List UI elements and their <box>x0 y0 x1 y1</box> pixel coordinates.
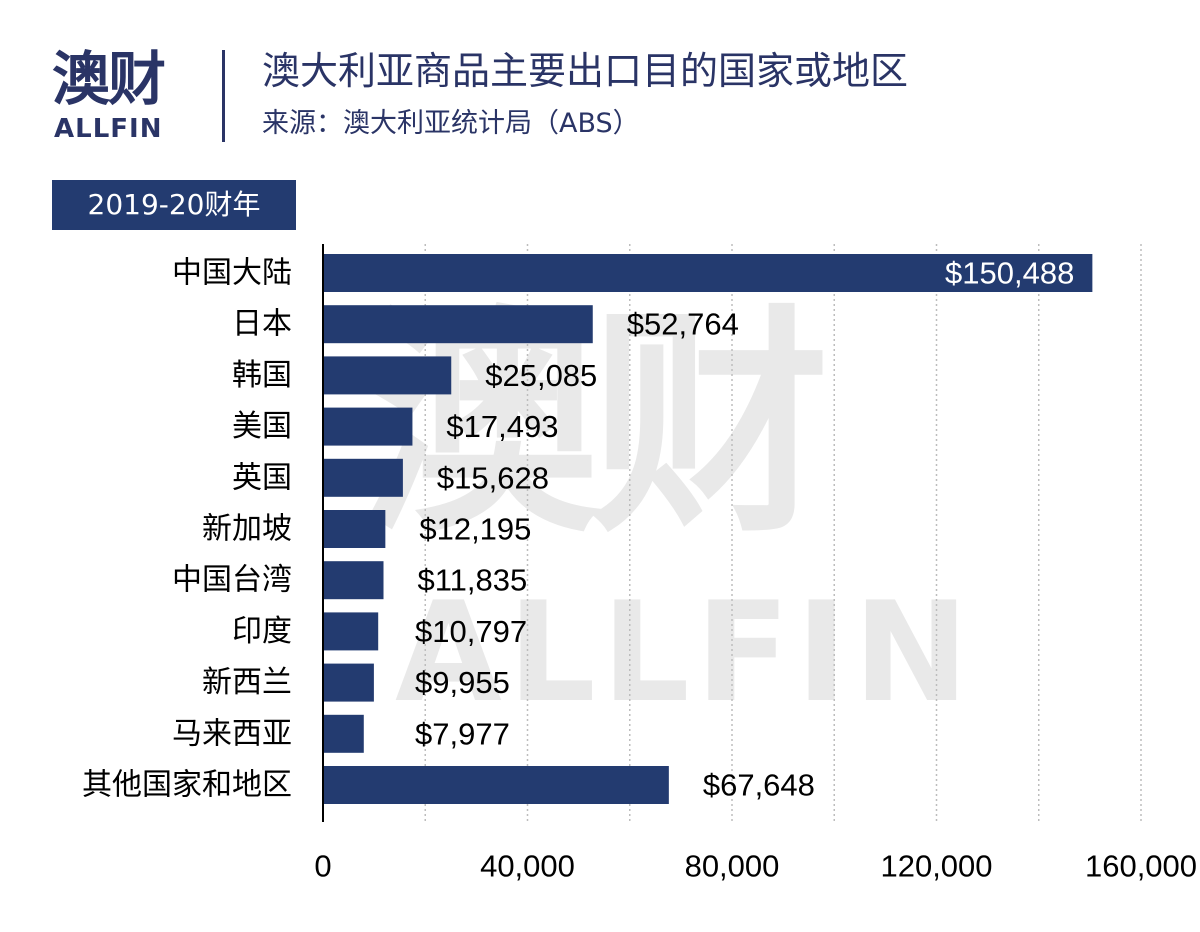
category-label: 美国 <box>232 409 292 444</box>
bar <box>323 356 452 395</box>
x-tick-label: 160,000 <box>1085 849 1197 884</box>
value-label: $12,195 <box>419 512 531 547</box>
value-label: $67,648 <box>703 768 815 803</box>
period-badge: 2019-20财年 <box>52 180 296 230</box>
brand-logo: 澳财 ALLFIN <box>52 44 182 144</box>
value-label: $15,628 <box>437 460 549 495</box>
category-label: 新加坡 <box>202 512 292 547</box>
x-tick-label: 40,000 <box>480 849 575 884</box>
bar <box>323 714 364 753</box>
category-label: 英国 <box>232 460 292 495</box>
header-divider <box>222 50 225 142</box>
value-label: $9,955 <box>415 665 510 700</box>
bar <box>323 407 413 446</box>
category-label: 日本 <box>232 307 292 342</box>
chart-title: 澳大利亚商品主要出口目的国家或地区 <box>262 49 909 93</box>
bar <box>323 305 593 344</box>
x-tick-label: 80,000 <box>685 849 780 884</box>
value-label: $7,977 <box>415 716 510 751</box>
category-label: 其他国家和地区 <box>82 768 292 803</box>
bar <box>323 510 386 548</box>
brand-name-en: ALLFIN <box>54 114 163 144</box>
value-label: $10,797 <box>415 614 527 649</box>
category-label: 新西兰 <box>202 665 292 700</box>
category-label: 印度 <box>232 614 292 649</box>
value-label: $11,835 <box>418 563 528 598</box>
value-label: $17,493 <box>446 409 558 444</box>
value-label: $25,085 <box>485 358 597 393</box>
bar <box>323 561 384 600</box>
chart-source: 来源：澳大利亚统计局（ABS） <box>262 108 640 139</box>
bars <box>323 254 1093 804</box>
category-label: 马来西亚 <box>172 716 292 751</box>
bar <box>323 612 379 651</box>
bar <box>323 663 374 702</box>
x-tick-label: 120,000 <box>880 849 992 884</box>
x-tick-label: 0 <box>314 849 331 884</box>
bar <box>323 458 403 497</box>
bar <box>323 766 669 804</box>
category-label: 中国台湾 <box>172 563 292 598</box>
brand-name-cn: 澳财 <box>52 45 166 113</box>
bar <box>323 254 1093 292</box>
category-label: 中国大陆 <box>172 256 292 291</box>
watermark-en: ALLFIN <box>395 572 975 733</box>
value-label: $52,764 <box>627 307 739 342</box>
value-label: $150,488 <box>945 256 1074 291</box>
category-label: 韩国 <box>232 358 292 393</box>
